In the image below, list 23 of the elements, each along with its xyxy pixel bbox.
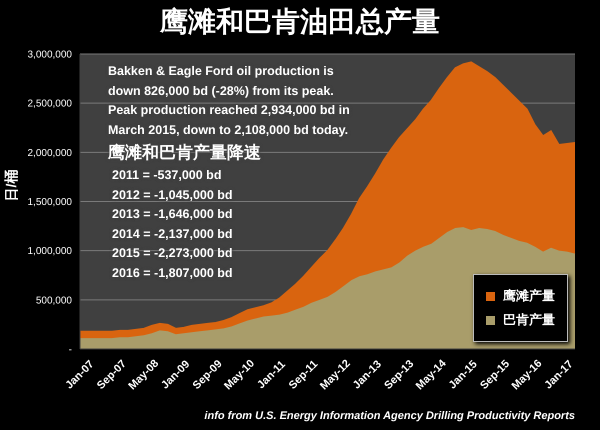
y-tick-label: 2,500,000 <box>28 98 72 110</box>
annotation: down 826,000 bd (-28%) from its peak. <box>108 82 335 100</box>
annotation: 鹰滩和巴肯产量降速 <box>108 142 262 164</box>
chart-title: 鹰滩和巴肯油田总产量 <box>158 5 441 39</box>
annotation: March 2015, down to 2,108,000 bd today. <box>108 122 350 139</box>
annotation: Peak production reached 2,934,000 bd in <box>108 102 350 119</box>
annotation: 2013 = -1,646,000 bd <box>112 206 234 223</box>
annotation: Bakken & Eagle Ford oil production is <box>108 63 335 80</box>
annotation: 2014 = -2,137,000 bd <box>112 226 234 242</box>
y-tick-label: 500,000 <box>36 295 72 306</box>
y-tick-label: 2,000,000 <box>28 148 72 159</box>
annotation: 2012 = -1,045,000 bd <box>112 186 234 204</box>
text: info from U.S. Energy Information Agency Drilling Productivity Reports <box>204 410 575 422</box>
y-tick-label: 1,000,000 <box>28 246 72 258</box>
y-tick-label: 1,500,000 <box>28 197 72 208</box>
y-tick-label: 3,000,000 <box>28 50 72 61</box>
annotation: 2015 = -2,273,000 bd <box>112 245 234 262</box>
y-tick-label: - <box>68 344 72 356</box>
y-axis-title: 日/桶 <box>2 170 19 202</box>
series-label: 巴肯产量 <box>502 311 555 329</box>
annotation: 2011 = -537,000 bd <box>112 167 222 184</box>
series-label: 鹰滩产量 <box>502 287 555 305</box>
annotation: 2016 = -1,807,000 bd <box>112 264 234 282</box>
